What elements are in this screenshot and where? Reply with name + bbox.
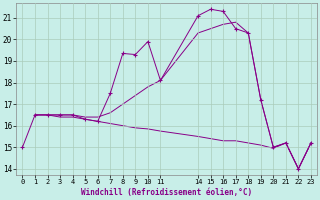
X-axis label: Windchill (Refroidissement éolien,°C): Windchill (Refroidissement éolien,°C): [81, 188, 252, 197]
